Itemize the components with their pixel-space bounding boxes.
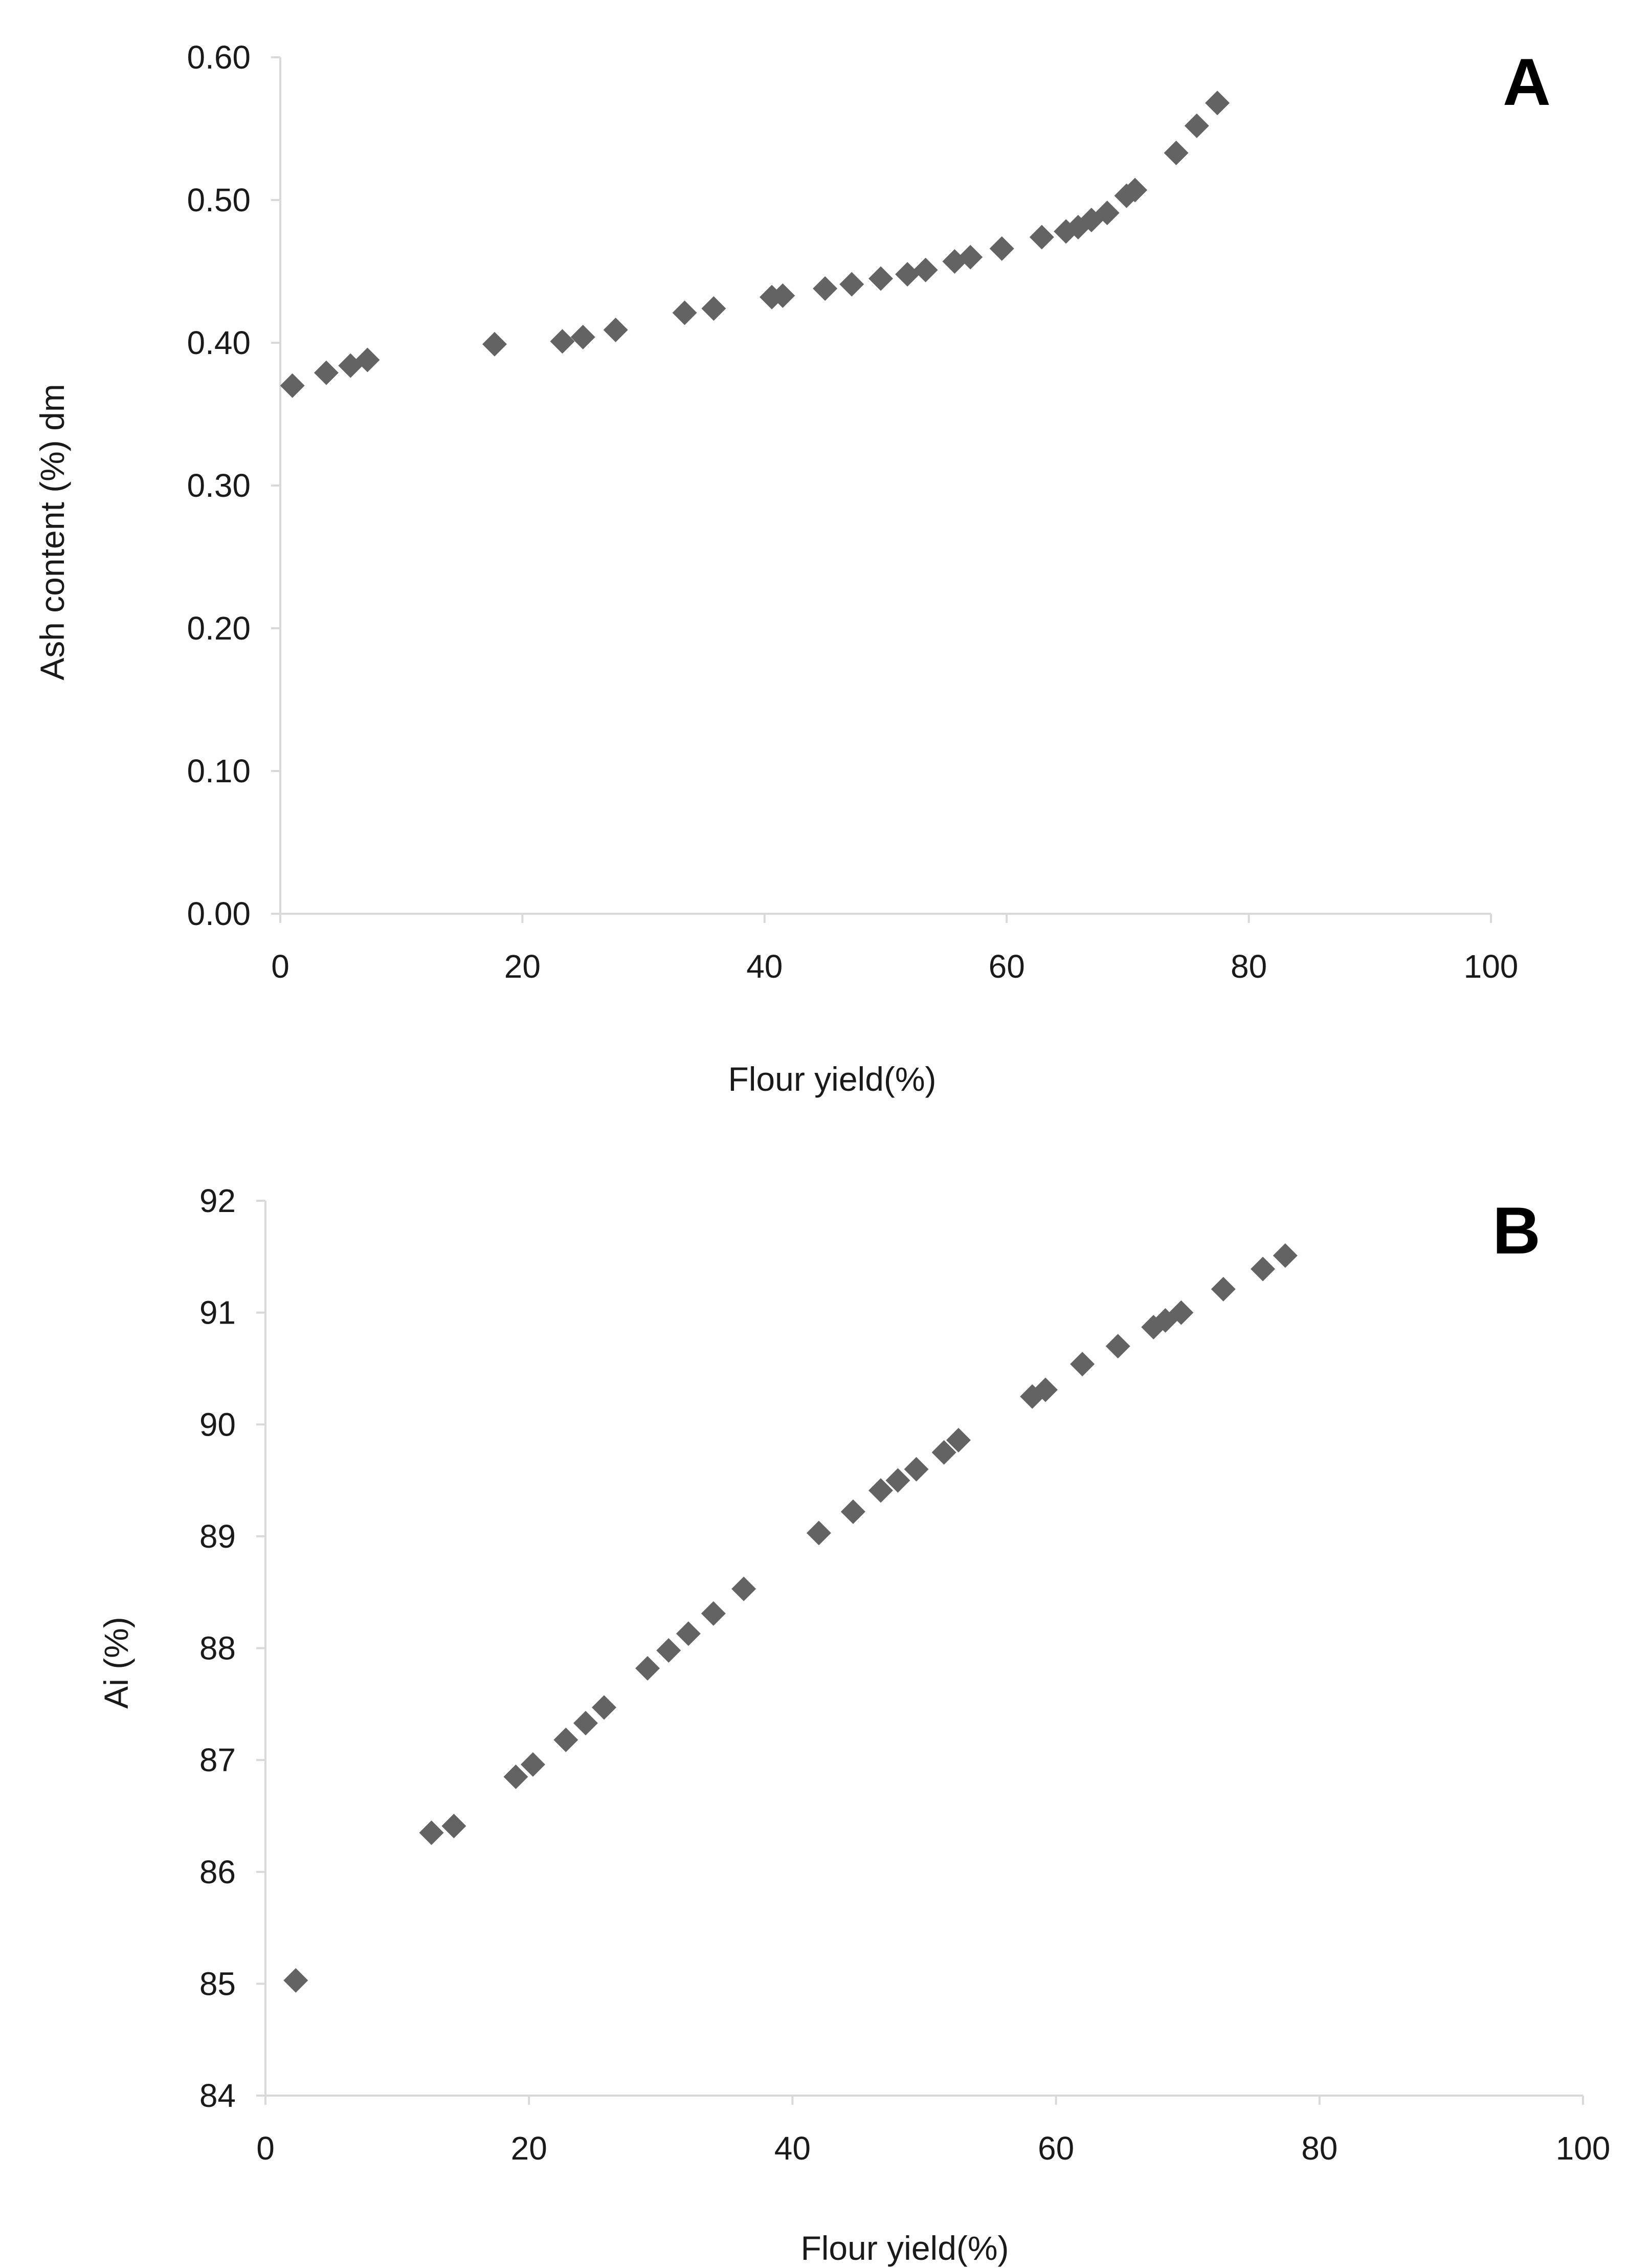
panel-b-data-point (1105, 1334, 1130, 1359)
panel-b-data-point (904, 1457, 929, 1482)
panel-b-data-point (806, 1521, 831, 1546)
panel-a-x-tick-label: 20 (504, 948, 541, 985)
panel-a-y-ticks: 0.00 0.10 0.20 0.30 0.40 0.50 0.60 (187, 39, 280, 932)
panel-a-data-point (1095, 201, 1120, 226)
panel-a-data-point (550, 329, 575, 354)
panel-a-data-point (603, 317, 628, 342)
panel-a-y-tick-label: 0.40 (187, 324, 251, 361)
panel-b-y-tick-label: 90 (199, 1406, 236, 1443)
panel-a-data-point (913, 257, 938, 282)
panel-b-x-tick-label: 0 (256, 2130, 275, 2167)
panel-b-data-point (1070, 1352, 1095, 1377)
panel-b-data-point (520, 1752, 545, 1777)
panel-b-data-point (885, 1468, 910, 1493)
panel-b-label: B (1492, 1193, 1541, 1268)
panel-a-y-tick-label: 0.00 (187, 895, 251, 932)
panel-b-x-ticks: 0 20 40 60 80 100 (256, 2096, 1610, 2167)
panel-b-x-tick-label: 20 (511, 2130, 547, 2167)
panel-a-data-point (1184, 113, 1209, 138)
panel-b-y-tick-label: 92 (199, 1182, 236, 1219)
panel-a-label: A (1503, 45, 1551, 119)
panel-b-data-point (283, 1968, 308, 1993)
panel-b-x-axis-title: Flour yield(%) (800, 2229, 1009, 2267)
panel-a-data-point (770, 283, 795, 308)
panel-b-ai-chart: 84 85 86 87 88 89 90 91 92 0 20 40 60 80 100 Flour yi… (97, 1182, 1610, 2267)
panel-b-y-tick-label: 87 (199, 1742, 236, 1778)
panel-a-data-point (1164, 140, 1189, 165)
panel-a-data-point (839, 272, 864, 297)
panel-a-x-tick-label: 80 (1231, 948, 1267, 985)
panel-b-data-point (701, 1601, 726, 1626)
panel-b-data-point (635, 1656, 660, 1681)
panel-b-data-point (1273, 1243, 1298, 1268)
panel-b-x-tick-label: 60 (1038, 2130, 1074, 2167)
panel-b-data-point (419, 1820, 444, 1845)
panel-b-data-points (283, 1243, 1298, 1993)
panel-a-data-point (1029, 225, 1054, 250)
panel-a-data-point (813, 276, 838, 301)
panel-b-data-point (868, 1478, 893, 1503)
panel-b-data-point (1033, 1377, 1058, 1402)
panel-b-y-axis-title: Ai (%) (97, 1617, 135, 1709)
panel-b-data-point (1169, 1300, 1194, 1325)
panel-b-y-tick-label: 84 (199, 2077, 236, 2114)
panel-b-data-point (931, 1440, 956, 1465)
panel-b-y-tick-label: 89 (199, 1518, 236, 1555)
panel-b-data-point (731, 1576, 756, 1601)
panel-a-data-point (280, 373, 305, 398)
panel-a-x-tick-label: 100 (1464, 948, 1519, 985)
panel-a-data-point (989, 236, 1014, 261)
panel-b-data-point (503, 1764, 528, 1789)
panel-a-data-point (701, 296, 726, 321)
panel-a-ash-content-chart: 0.00 0.10 0.20 0.30 0.40 0.50 0.60 0 20 40 60 80 10… (33, 39, 1551, 1098)
panel-a-data-point (1205, 91, 1230, 116)
panel-a-y-tick-label: 0.30 (187, 467, 251, 504)
panel-b-data-point (441, 1814, 466, 1839)
panel-a-data-point (958, 245, 983, 270)
panel-b-y-tick-label: 85 (199, 1965, 236, 2002)
panel-b-data-point (573, 1710, 598, 1735)
panel-b-y-tick-label: 88 (199, 1630, 236, 1667)
panel-a-data-point (570, 324, 595, 349)
panel-a-x-tick-label: 40 (746, 948, 783, 985)
panel-b-data-point (676, 1621, 701, 1646)
panel-b-data-point (553, 1727, 578, 1752)
panel-a-x-ticks: 0 20 40 60 80 100 (271, 914, 1518, 985)
panel-a-data-points (280, 91, 1230, 398)
panel-b-data-point (1211, 1276, 1236, 1302)
panel-b-data-point (946, 1427, 971, 1452)
panel-b-data-point (1251, 1257, 1276, 1282)
panel-b-x-tick-label: 80 (1301, 2130, 1338, 2167)
panel-a-y-tick-label: 0.20 (187, 610, 251, 647)
panel-a-data-point (314, 360, 339, 385)
panel-a-y-tick-label: 0.10 (187, 753, 251, 789)
panel-a-data-point (355, 347, 380, 372)
panel-a-y-tick-label: 0.50 (187, 182, 251, 218)
panel-a-x-tick-label: 60 (989, 948, 1025, 985)
panel-b-y-tick-label: 86 (199, 1854, 236, 1890)
panel-a-data-point (672, 300, 697, 325)
panel-a-y-tick-label: 0.60 (187, 39, 251, 76)
panel-a-x-axis-title: Flour yield(%) (728, 1060, 936, 1098)
panel-a-y-axis-title: Ash content (%) dm (33, 384, 71, 680)
panel-b-x-tick-label: 40 (774, 2130, 811, 2167)
panel-b-x-tick-label: 100 (1556, 2130, 1611, 2167)
panel-b-data-point (840, 1499, 865, 1524)
panel-a-x-tick-label: 0 (271, 948, 289, 985)
panel-b-data-point (656, 1638, 681, 1663)
panel-a-data-point (895, 262, 920, 287)
panel-b-y-tick-label: 91 (199, 1294, 236, 1331)
panel-b-y-ticks: 84 85 86 87 88 89 90 91 92 (199, 1182, 265, 2114)
panel-b-data-point (592, 1695, 617, 1720)
panel-a-data-point (1123, 178, 1148, 203)
panel-a-data-point (482, 332, 507, 357)
panel-a-data-point (868, 266, 894, 291)
